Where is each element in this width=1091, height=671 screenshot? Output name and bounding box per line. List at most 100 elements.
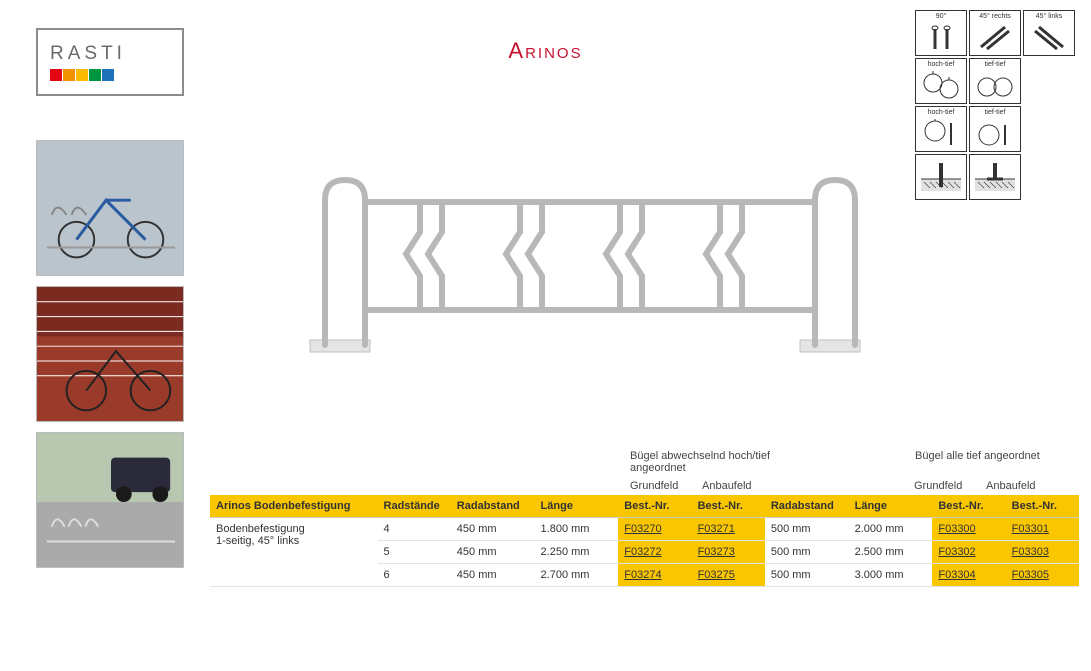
table-row: Bodenbefestigung 1-seitig, 45° links4450… — [210, 518, 1079, 541]
tieftief1-icon — [975, 69, 1015, 101]
table-cell[interactable]: F03303 — [1006, 541, 1079, 564]
feature-cell-1: 45° rechts — [969, 10, 1021, 56]
col-laenge-2: Länge — [849, 495, 933, 518]
table-cell[interactable]: F03275 — [692, 564, 765, 587]
hochtief2-icon — [921, 117, 961, 149]
feature-label: hoch-tief — [928, 61, 955, 68]
table-cell: 4 — [378, 518, 451, 541]
table-cell[interactable]: F03274 — [618, 564, 691, 587]
feature-cell-9 — [915, 154, 967, 200]
bike-photo-icon — [37, 287, 183, 421]
col-laenge-1: Länge — [535, 495, 619, 518]
thumbnail-1 — [36, 140, 184, 276]
table-cell: 5 — [378, 541, 451, 564]
feature-label: hoch-tief — [928, 109, 955, 116]
col-bestnr-1a: Best.-Nr. — [618, 495, 691, 518]
feature-cell-3: hoch-tief — [915, 58, 967, 104]
col-bestnr-2a: Best.-Nr. — [932, 495, 1005, 518]
table-cell[interactable]: F03271 — [692, 518, 765, 541]
sub-anbaufeld-2: Anbaufeld — [986, 480, 1058, 492]
order-code-link[interactable]: F03305 — [1012, 569, 1049, 581]
brand-sq-4 — [89, 69, 101, 81]
brand-sq-3 — [76, 69, 88, 81]
sub-anbaufeld-1: Anbaufeld — [702, 480, 774, 492]
order-code-link[interactable]: F03274 — [624, 569, 661, 581]
group2-label: Bügel alle tief angeordnet — [915, 450, 1055, 474]
table-cell[interactable]: F03273 — [692, 541, 765, 564]
spec-table: Bügel abwechselnd hoch/tief angeordnet B… — [210, 450, 1079, 587]
brand-sq-1 — [50, 69, 62, 81]
feature-cell-10 — [969, 154, 1021, 200]
table-cell: 1.800 mm — [535, 518, 619, 541]
bike-rack-illustration — [280, 130, 880, 370]
table-cell: 500 mm — [765, 564, 849, 587]
page-title: Arinos — [508, 38, 582, 64]
col-radabstand-1: Radabstand — [451, 495, 535, 518]
order-code-link[interactable]: F03304 — [938, 569, 975, 581]
table-cell: 2.250 mm — [535, 541, 619, 564]
order-code-link[interactable]: F03303 — [1012, 546, 1049, 558]
product-desc-cell: Bodenbefestigung 1-seitig, 45° links — [210, 518, 378, 587]
order-code-link[interactable]: F03271 — [698, 523, 735, 535]
mount2-icon — [975, 161, 1015, 193]
feature-icon-grid: 90° 45° rechts 45° links hoch-tief tief-tief… — [915, 10, 1075, 200]
thumbnail-2 — [36, 286, 184, 422]
feature-cell-0: 90° — [915, 10, 967, 56]
angle45l-icon — [1029, 21, 1069, 53]
table-cell: 450 mm — [451, 518, 535, 541]
table-cell: 450 mm — [451, 541, 535, 564]
brand-name: RASTI — [50, 43, 182, 65]
table-cell[interactable]: F03302 — [932, 541, 1005, 564]
angle90-icon — [921, 21, 961, 53]
feature-label: 45° links — [1036, 13, 1063, 20]
table-cell: 450 mm — [451, 564, 535, 587]
table-cell[interactable]: F03305 — [1006, 564, 1079, 587]
table-cell[interactable]: F03270 — [618, 518, 691, 541]
table-cell[interactable]: F03300 — [932, 518, 1005, 541]
bike-photo-icon — [37, 433, 183, 567]
data-table: Arinos Bodenbefestigung Radstände Radabs… — [210, 495, 1079, 587]
order-code-link[interactable]: F03270 — [624, 523, 661, 535]
product-render — [280, 130, 880, 370]
table-cell: 2.700 mm — [535, 564, 619, 587]
order-code-link[interactable]: F03301 — [1012, 523, 1049, 535]
col-radabstand-2: Radabstand — [765, 495, 849, 518]
feature-cell-7: tief-tief — [969, 106, 1021, 152]
order-code-link[interactable]: F03272 — [624, 546, 661, 558]
order-code-link[interactable]: F03302 — [938, 546, 975, 558]
order-code-link[interactable]: F03275 — [698, 569, 735, 581]
col-product: Arinos Bodenbefestigung — [210, 495, 378, 518]
feature-label: tief-tief — [984, 109, 1005, 116]
table-cell: 2.000 mm — [849, 518, 933, 541]
table-cell: 500 mm — [765, 518, 849, 541]
sub-grundfeld-1: Grundfeld — [630, 480, 702, 492]
col-bestnr-1b: Best.-Nr. — [692, 495, 765, 518]
thumbnail-column — [36, 140, 184, 568]
order-code-link[interactable]: F03300 — [938, 523, 975, 535]
brand-logo: RASTI — [36, 28, 184, 96]
table-cell: 3.000 mm — [849, 564, 933, 587]
brand-sq-5 — [102, 69, 114, 81]
hochtief1-icon — [921, 69, 961, 101]
bike-photo-icon — [37, 141, 183, 275]
group1-label: Bügel abwechselnd hoch/tief angeordnet — [630, 450, 775, 474]
feature-label: tief-tief — [984, 61, 1005, 68]
table-cell: 6 — [378, 564, 451, 587]
feature-cell-6: hoch-tief — [915, 106, 967, 152]
tieftief2-icon — [975, 117, 1015, 149]
angle45r-icon — [975, 21, 1015, 53]
feature-label: 90° — [936, 13, 947, 20]
order-code-link[interactable]: F03273 — [698, 546, 735, 558]
mount1-icon — [921, 161, 961, 193]
sub-grundfeld-2: Grundfeld — [914, 480, 986, 492]
feature-cell-4: tief-tief — [969, 58, 1021, 104]
table-cell[interactable]: F03304 — [932, 564, 1005, 587]
feature-label: 45° rechts — [979, 13, 1011, 20]
thumbnail-3 — [36, 432, 184, 568]
table-cell[interactable]: F03301 — [1006, 518, 1079, 541]
table-cell[interactable]: F03272 — [618, 541, 691, 564]
feature-cell-2: 45° links — [1023, 10, 1075, 56]
table-cell: 500 mm — [765, 541, 849, 564]
brand-color-squares — [50, 69, 182, 81]
table-cell: 2.500 mm — [849, 541, 933, 564]
